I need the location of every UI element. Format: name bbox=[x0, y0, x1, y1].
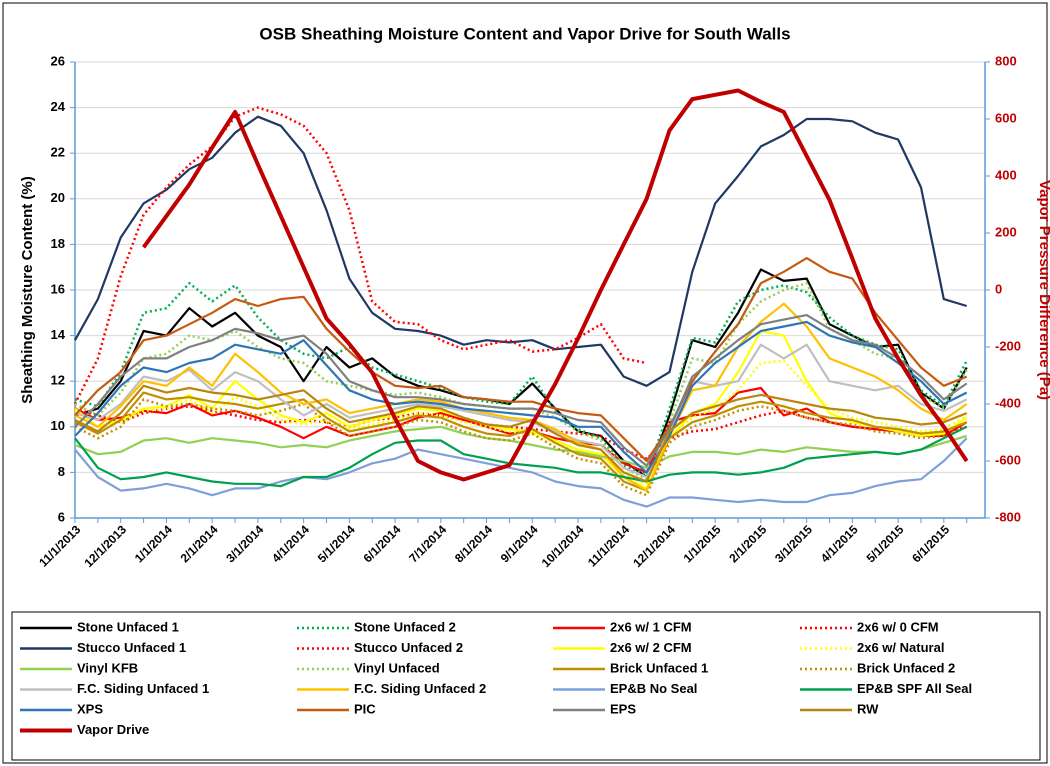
series-line bbox=[74, 425, 968, 488]
series-line bbox=[74, 302, 968, 492]
legend-label: F.C. Siding Unfaced 1 bbox=[77, 681, 209, 696]
y2-axis-label: Vapor Pressure Difference (Pa) bbox=[1036, 180, 1050, 400]
y2-tick-label: -800 bbox=[995, 509, 1021, 524]
series-line bbox=[74, 437, 968, 508]
legend-label: Brick Unfaced 2 bbox=[857, 660, 955, 675]
legend-label: Stucco Unfaced 2 bbox=[354, 640, 463, 655]
legend-label: F.C. Siding Unfaced 2 bbox=[354, 681, 486, 696]
legend-label: 2x6 w/ 1 CFM bbox=[610, 619, 692, 634]
legend-label: EPS bbox=[610, 701, 636, 716]
series-line bbox=[141, 88, 969, 482]
legend-label: Stone Unfaced 2 bbox=[354, 619, 456, 634]
y-tick-label: 8 bbox=[58, 464, 65, 479]
legend-label: PIC bbox=[354, 701, 376, 716]
y2-tick-label: 200 bbox=[995, 224, 1017, 239]
legend-label: Stucco Unfaced 1 bbox=[77, 640, 186, 655]
legend-label: 2x6 w/ Natural bbox=[857, 640, 944, 655]
legend-label: EP&B SPF All Seal bbox=[857, 681, 972, 696]
series-line bbox=[74, 405, 968, 460]
legend-label: 2x6 w/ 2 CFM bbox=[610, 640, 692, 655]
y2-tick-label: 0 bbox=[995, 281, 1002, 296]
y-tick-label: 20 bbox=[51, 190, 65, 205]
legend-label: Stone Unfaced 1 bbox=[77, 619, 179, 634]
legend-label: Vinyl KFB bbox=[77, 660, 138, 675]
legend-box bbox=[11, 611, 1041, 761]
series-line bbox=[74, 320, 968, 474]
y-tick-label: 26 bbox=[51, 53, 65, 68]
y-tick-label: 6 bbox=[58, 509, 65, 524]
y-tick-label: 14 bbox=[51, 327, 66, 342]
series-line bbox=[74, 257, 968, 463]
series-line bbox=[74, 314, 968, 467]
legend-label: 2x6 w/ 0 CFM bbox=[857, 619, 939, 634]
series-line bbox=[74, 115, 968, 387]
y2-tick-label: -200 bbox=[995, 338, 1021, 353]
y-tick-label: 12 bbox=[51, 373, 65, 388]
series-line bbox=[74, 281, 968, 481]
series-line bbox=[74, 384, 968, 483]
legend-label: Vinyl Unfaced bbox=[354, 660, 440, 675]
series-line bbox=[74, 391, 968, 492]
y2-tick-label: -400 bbox=[995, 395, 1021, 410]
y-tick-label: 22 bbox=[51, 145, 65, 160]
chart-title: OSB Sheathing Moisture Content and Vapor… bbox=[259, 24, 790, 43]
y2-tick-label: 800 bbox=[995, 53, 1017, 68]
legend-label: EP&B No Seal bbox=[610, 681, 697, 696]
series-line bbox=[74, 343, 968, 479]
y-tick-label: 16 bbox=[51, 281, 65, 296]
legend-label: RW bbox=[857, 701, 879, 716]
y-axis-label: Sheathing Moisture Content (%) bbox=[19, 176, 36, 404]
series-line bbox=[74, 281, 968, 476]
y-tick-label: 24 bbox=[51, 99, 66, 114]
y2-tick-label: -600 bbox=[995, 452, 1021, 467]
legend-label: Vapor Drive bbox=[77, 722, 149, 737]
legend-label: XPS bbox=[77, 701, 103, 716]
y2-tick-label: 400 bbox=[995, 167, 1017, 182]
y2-tick-label: 600 bbox=[995, 110, 1017, 125]
y-tick-label: 18 bbox=[51, 236, 65, 251]
series-line bbox=[74, 268, 968, 479]
legend-label: Brick Unfaced 1 bbox=[610, 660, 708, 675]
y-tick-label: 10 bbox=[51, 418, 65, 433]
